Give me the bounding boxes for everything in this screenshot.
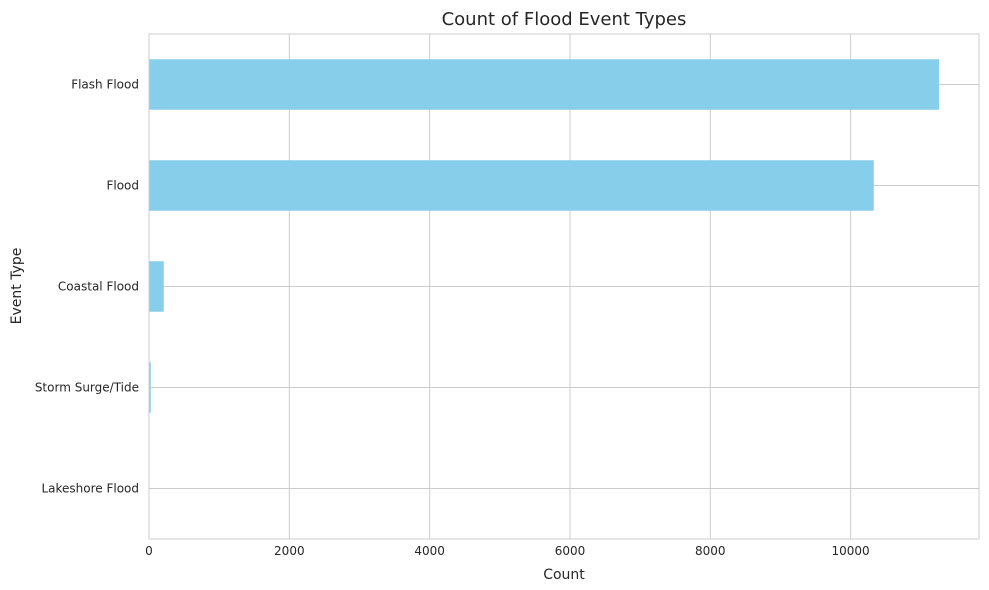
x-tick-label: 2000 (274, 544, 305, 558)
y-tick-label: Flash Flood (71, 78, 139, 92)
y-tick-label: Storm Surge/Tide (35, 381, 139, 395)
x-tick-label: 10000 (832, 544, 870, 558)
y-tick-label: Flood (106, 179, 139, 193)
x-tick-label: 8000 (695, 544, 726, 558)
y-tick-label: Coastal Flood (58, 280, 139, 294)
x-tick-label: 0 (145, 544, 153, 558)
y-tick-label: Lakeshore Flood (41, 482, 139, 496)
bar (149, 261, 164, 312)
x-axis-title: Count (543, 567, 585, 583)
bars (149, 59, 940, 514)
plot-frame (148, 33, 980, 540)
x-tick-label: 4000 (414, 544, 445, 558)
y-tick-labels: Flash Flood Flood Coastal Flood Storm Surge… (35, 78, 139, 496)
y-axis-title: Event Type (9, 248, 25, 325)
chart-title: Count of Flood Event Types (442, 9, 687, 30)
plot-border (148, 33, 980, 540)
x-tick-labels: 0 2000 4000 6000 8000 10000 (145, 544, 870, 558)
x-tick-label: 6000 (555, 544, 586, 558)
bar (149, 160, 874, 211)
bar (149, 59, 940, 110)
bar (149, 362, 151, 413)
